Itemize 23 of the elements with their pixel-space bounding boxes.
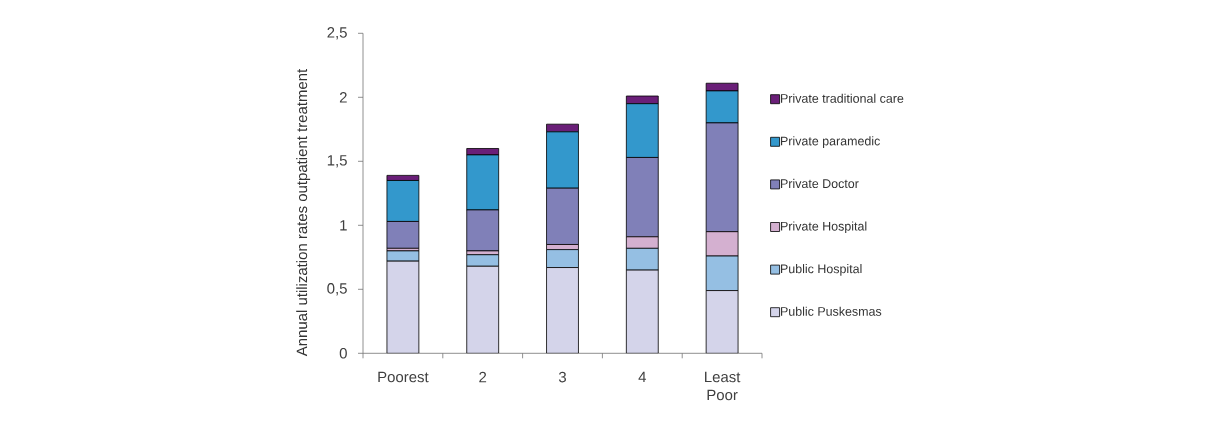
y-tick-label: 1,5	[327, 155, 347, 168]
x-tick-label: Poorest	[378, 371, 429, 383]
legend-label: Private Doctor	[781, 178, 859, 189]
bar	[625, 269, 659, 354]
y-tick-label: 2	[339, 92, 347, 103]
y-tick-label: 0,5	[327, 283, 347, 296]
y-axis-title: Annual utilization rates outpatient treatment	[296, 68, 311, 357]
x-tick-label: 2	[479, 371, 487, 383]
x-tick-label: Least Poor	[705, 371, 741, 401]
y-tick-label: 0	[339, 348, 347, 359]
bar	[386, 260, 420, 354]
y-tick-label: 2,5	[327, 27, 347, 40]
bar	[705, 290, 739, 354]
legend-label: Private traditional care	[781, 93, 904, 103]
legend-label: Private Hospital	[781, 221, 867, 234]
legend-label: Private paramedic	[781, 136, 880, 148]
legend-label: Public Hospital	[781, 264, 862, 276]
x-tick-label: 4	[638, 371, 647, 383]
bar	[466, 265, 500, 354]
x-tick-label: 3	[558, 371, 566, 383]
bar	[546, 267, 579, 354]
legend-label: Public Puskesmas	[781, 306, 882, 316]
y-tick-label: 1	[340, 220, 347, 231]
